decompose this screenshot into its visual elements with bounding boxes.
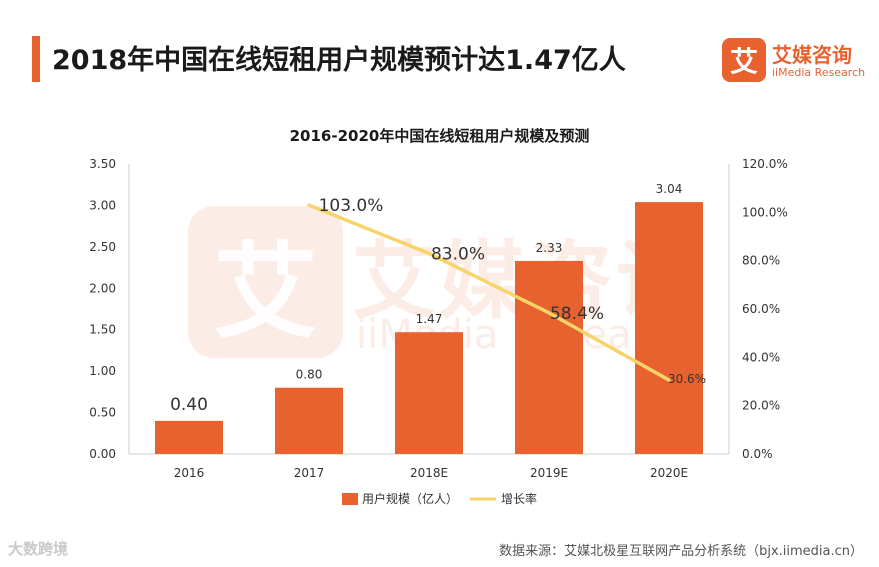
- y-left-tick-label: 3.00: [89, 198, 116, 212]
- y-right-tick-label: 120.0%: [742, 157, 788, 171]
- x-tick-label: 2020E: [650, 466, 688, 480]
- y-right-tick-label: 60.0%: [742, 302, 780, 316]
- growth-rate-label: 83.0%: [431, 244, 485, 264]
- title-accent-bar: [32, 36, 40, 82]
- watermark-logo: 艾: [188, 206, 343, 358]
- growth-rate-point: [547, 311, 551, 315]
- brand-logo-icon: 艾: [722, 38, 766, 82]
- y-left-tick-label: 3.50: [89, 157, 116, 171]
- bar-data-label: 1.47: [416, 312, 443, 326]
- y-right-tick-label: 20.0%: [742, 399, 780, 413]
- bar: [275, 387, 343, 454]
- page-title: 2018年中国在线短租用户规模预计达1.47亿人: [52, 45, 626, 76]
- y-left-tick-label: 0.50: [89, 406, 116, 420]
- growth-rate-label: 103.0%: [319, 196, 384, 216]
- x-tick-label: 2019E: [530, 466, 568, 480]
- x-tick-label: 2016: [174, 466, 205, 480]
- growth-rate-line: [307, 203, 671, 382]
- legend-swatch-bar: [342, 493, 358, 505]
- y-left-tick-label: 1.00: [89, 364, 116, 378]
- growth-rate-point: [307, 203, 311, 207]
- bar: [395, 332, 463, 454]
- y-left-tick-label: 1.50: [89, 323, 116, 337]
- growth-rate-label: 30.6%: [668, 372, 706, 386]
- brand-logo-block: 艾 艾媒咨询 iiMedia Research: [722, 38, 872, 86]
- y-left-tick-label: 2.00: [89, 281, 116, 295]
- x-tick-label: 2017: [294, 466, 325, 480]
- bar: [515, 260, 583, 454]
- bar: [635, 202, 703, 454]
- growth-rate-point: [427, 251, 431, 255]
- y-right-tick-label: 0.0%: [742, 447, 773, 461]
- legend-label-line: 增长率: [501, 491, 537, 506]
- y-left-tick-label: 2.50: [89, 240, 116, 254]
- chart-title: 2016-2020年中国在线短租用户规模及预测: [289, 127, 590, 145]
- y-right-tick-label: 40.0%: [742, 350, 780, 364]
- y-right-tick-label: 100.0%: [742, 205, 788, 219]
- legend-label-bar: 用户规模（亿人）: [362, 491, 458, 506]
- growth-rate-point: [667, 378, 671, 382]
- growth-rate-label: 58.4%: [550, 304, 604, 324]
- bar-data-label: 0.40: [170, 395, 208, 415]
- x-tick-label: 2018E: [410, 466, 448, 480]
- bar-data-label: 2.33: [536, 241, 563, 255]
- data-source: 数据来源：艾媒北极星互联网产品分析系统（bjx.iimedia.cn）: [499, 544, 863, 559]
- bar-data-label: 3.04: [656, 182, 683, 196]
- y-right-tick-label: 80.0%: [742, 254, 780, 268]
- corner-watermark: 大数跨境: [8, 540, 69, 558]
- bar: [155, 420, 223, 454]
- brand-name: 艾媒咨询: [772, 43, 852, 67]
- bar-data-label: 0.80: [296, 368, 323, 382]
- brand-subtitle: iiMedia Research: [772, 66, 866, 79]
- y-left-tick-label: 0.00: [89, 447, 116, 461]
